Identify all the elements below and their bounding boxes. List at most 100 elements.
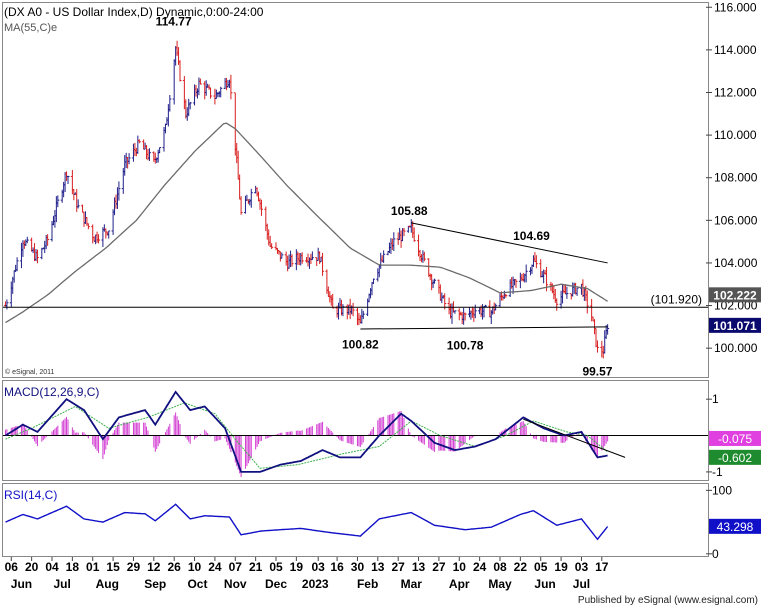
rsi-line (5, 503, 609, 541)
ohlc-bar (453, 310, 457, 314)
x-day-label: 03 (575, 560, 589, 574)
x-day-label: 27 (392, 560, 406, 574)
rsi-value-box (709, 518, 761, 534)
x-day-label: 03 (312, 560, 326, 574)
ohlc-bar (229, 74, 233, 100)
signal-value: -0.602 (718, 451, 752, 465)
x-day-label: 24 (473, 560, 487, 574)
ohlc-bar (270, 243, 274, 250)
ohlc-bar (585, 290, 589, 314)
x-day-label: 17 (595, 560, 609, 574)
x-day-label: 19 (554, 560, 568, 574)
price-y-ticks: 116.000 114.000 112.000 110.000 108.000 106.0… (706, 0, 758, 355)
rsi-pane: 100 0 RSI(14,C) 43.298 (4, 483, 761, 561)
signal-value-box (709, 449, 761, 465)
ohlc-bar (382, 250, 386, 263)
ohlc-bar (433, 278, 437, 284)
x-month-label: Nov (224, 577, 247, 591)
price-y-tick-label: 116.000 (714, 0, 757, 14)
price-y-tick-label: 112.000 (714, 85, 757, 99)
rsi-y-ticks: 100 0 (706, 483, 732, 561)
ohlc-bar (66, 175, 70, 184)
x-day-label: 04 (45, 560, 59, 574)
ohlc-bar (239, 196, 243, 215)
ohlc-bar (565, 286, 569, 299)
price-y-tick-label: 114.000 (714, 43, 757, 57)
ohlc-bar (25, 236, 29, 244)
macd-legend: MACD(12,26,9,C) (4, 385, 99, 399)
x-day-label: 01 (86, 560, 100, 574)
publisher-footer: Published by eSignal (www.esignal.com) (578, 595, 758, 606)
macd-line (5, 390, 608, 473)
ohlc-bar (575, 287, 579, 296)
x-month-label: Sep (144, 577, 166, 591)
ohlc-bar (514, 279, 518, 288)
price-annotation: 104.69 (513, 229, 550, 243)
x-day-label: 16 (330, 560, 344, 574)
price-y-tick-label: 100.000 (714, 341, 758, 355)
ohlc-bar (56, 195, 60, 208)
x-day-label: 15 (106, 560, 120, 574)
x-day-label: 07 (229, 560, 243, 574)
x-day-label: 05 (269, 560, 283, 574)
ohlc-bar (86, 223, 90, 230)
rsi-legend: RSI(14,C) (4, 488, 57, 502)
price-annotation: 100.82 (342, 338, 379, 352)
rsi-y-tick-label: 0 (712, 547, 719, 561)
macd-value: -0.075 (718, 432, 752, 446)
price-annotation: 114.77 (156, 14, 192, 28)
price-annotation: 99.57 (582, 364, 612, 378)
ma-level-value: 102.222 (713, 288, 757, 302)
x-month-label: Mar (401, 577, 423, 591)
x-day-label: 06 (5, 560, 19, 574)
macd-pane-frame (2, 380, 709, 481)
x-month-label: Oct (187, 577, 207, 591)
ohlc-bar (371, 278, 375, 285)
x-month-label: Jun (11, 577, 32, 591)
price-y-tick-label: 104.000 (714, 256, 758, 270)
macd-y-tick-label: 1 (712, 392, 719, 406)
price-trendline (360, 326, 608, 330)
ohlc-bar (158, 147, 162, 154)
ohlc-bar (15, 257, 19, 272)
x-day-label: 30 (351, 560, 365, 574)
x-month-label: May (488, 577, 512, 591)
price-trendlines (360, 222, 608, 330)
horizontal-level-label: (101.920) (651, 292, 702, 306)
x-month-label: Jun (534, 577, 555, 591)
x-axis: 06 20 04 18 01 15 29 12 26 10 24 07 21 05 19 03 16 30 13 27… (5, 557, 609, 591)
ohlc-bar (5, 299, 9, 310)
pane-frames (2, 2, 709, 557)
price-annotations: 114.77 105.88 104.69 100.82 100.78 99.57 (156, 14, 613, 378)
ma-legend: MA(55,C)e (4, 22, 57, 34)
ohlc-bar (504, 293, 508, 298)
x-day-label: 20 (25, 560, 39, 574)
x-day-label: 26 (168, 560, 182, 574)
ohlc-bar (188, 101, 192, 110)
x-month-label: Dec (265, 577, 287, 591)
price-trendline (411, 222, 608, 264)
ohlc-bar (35, 249, 39, 264)
rsi-pane-frame (2, 483, 709, 557)
x-month-label: Feb (357, 577, 378, 591)
ohlc-bar (137, 139, 141, 144)
ohlc-bar (280, 252, 284, 259)
copyright-note: © eSignal, 2011 (5, 368, 55, 376)
ohlc-bar (534, 255, 538, 269)
x-day-label: 29 (127, 560, 141, 574)
ohlc-bar (117, 181, 121, 201)
ohlc-bar (555, 298, 559, 311)
x-month-label: 2023 (302, 577, 329, 591)
rsi-value: 43.298 (717, 520, 754, 534)
x-day-label: 12 (147, 560, 161, 574)
ma-55-line (5, 122, 608, 324)
ohlc-bar (46, 234, 50, 246)
macd-trendline (523, 418, 626, 458)
x-month-label: Aug (96, 577, 119, 591)
ohlc-bar (463, 312, 467, 321)
x-month-label: Jul (54, 577, 71, 591)
ohlc-bar (219, 86, 223, 98)
ohlc-bar (392, 232, 396, 251)
ohlc-bar (361, 310, 365, 320)
